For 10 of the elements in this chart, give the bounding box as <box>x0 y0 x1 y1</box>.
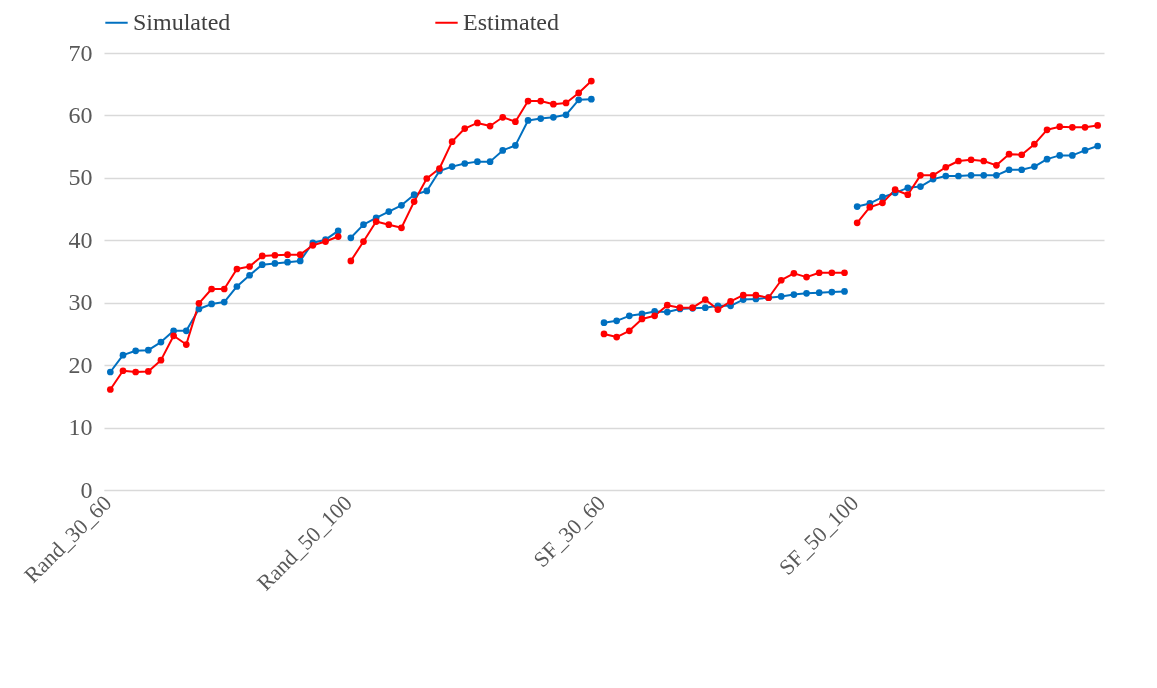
y-tick-label: 10 <box>68 414 93 441</box>
y-tick-label: 50 <box>68 164 93 191</box>
legend-label: Estimated <box>463 8 559 35</box>
y-tick-label: 40 <box>68 226 93 253</box>
y-tick-label: 70 <box>68 39 93 66</box>
y-tick-label: 0 <box>80 476 93 503</box>
legend-label: Simulated <box>133 8 231 35</box>
y-tick-label: 60 <box>68 101 93 128</box>
y-tick-label: 30 <box>68 289 93 316</box>
y-tick-label: 20 <box>68 351 93 378</box>
